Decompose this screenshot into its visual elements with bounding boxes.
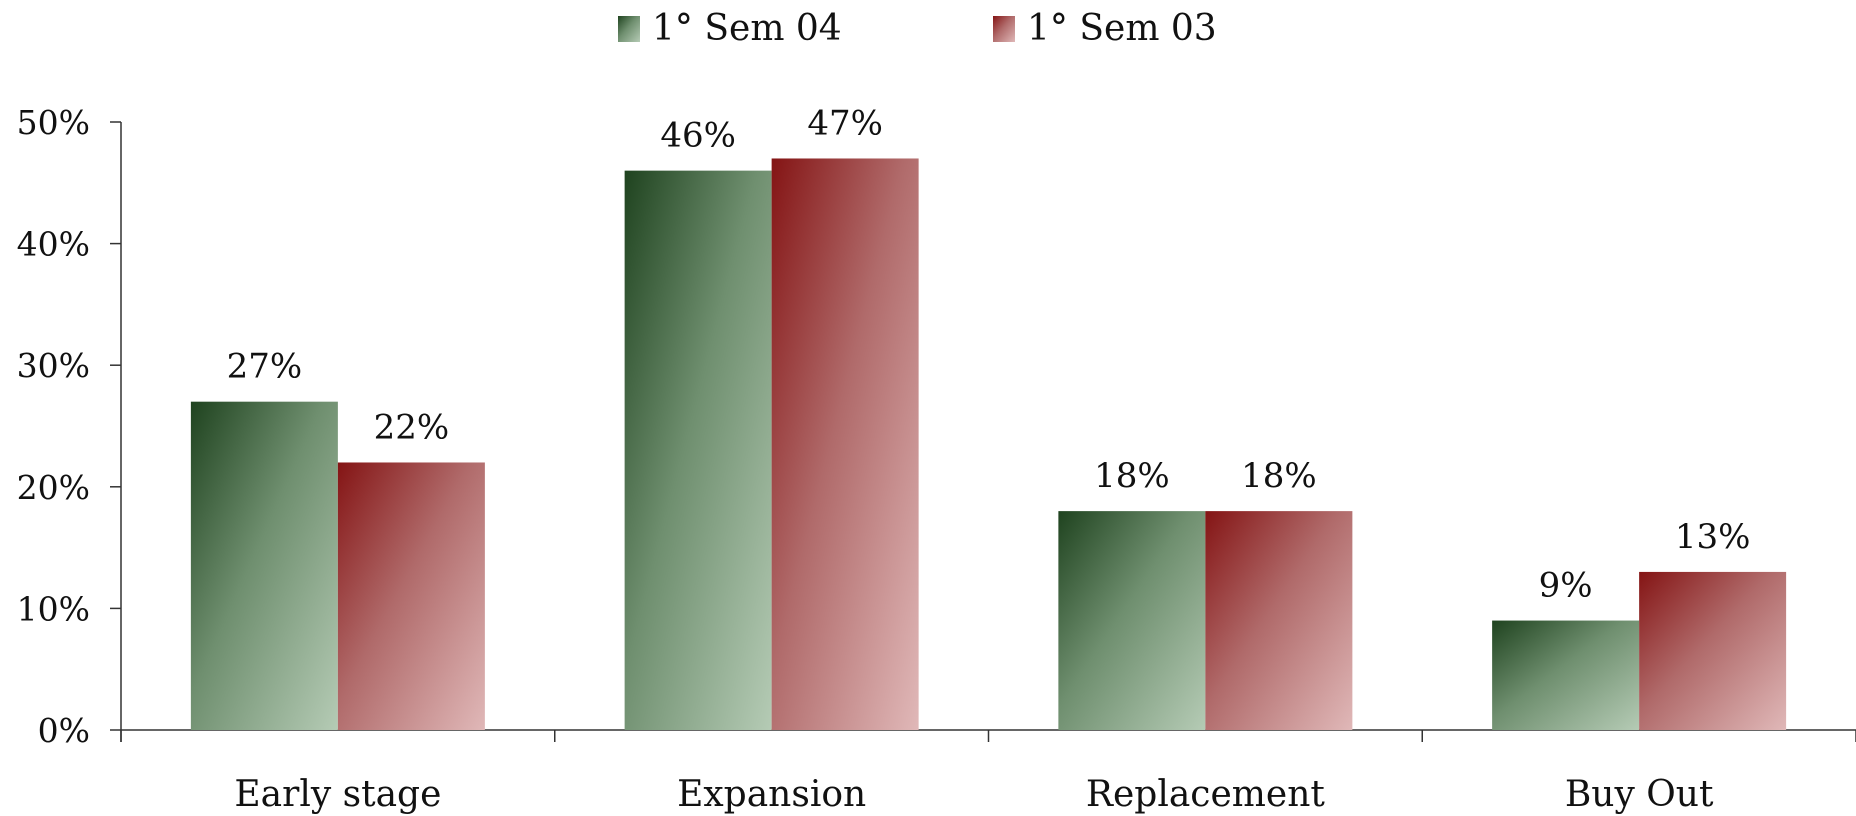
bars	[190, 158, 1787, 731]
bar-sem03	[1639, 571, 1787, 730]
legend-label: 1° Sem 03	[1027, 8, 1217, 49]
y-tick-label: 20%	[17, 468, 90, 507]
legend-label: 1° Sem 04	[652, 8, 842, 49]
y-axis: 0% 10% 20% 30% 40% 50%	[17, 103, 122, 750]
data-label: 46%	[660, 116, 736, 156]
data-labels: 27% 22% 46% 47% 18% 18% 9% 13%	[227, 103, 1751, 605]
y-tick-label: 30%	[17, 346, 90, 385]
legend-swatch	[993, 16, 1015, 42]
y-tick-label: 10%	[17, 589, 90, 628]
bar-sem04	[624, 170, 772, 730]
bar-sem04	[190, 401, 338, 730]
legend-swatch	[618, 16, 640, 42]
data-label: 13%	[1675, 517, 1751, 557]
y-tick-label: 50%	[17, 103, 90, 142]
legend: 1° Sem 04 1° Sem 03	[618, 8, 1217, 49]
x-category-label: Replacement	[1086, 774, 1326, 815]
bar-sem04	[1058, 511, 1206, 730]
x-axis: Early stage Expansion Replacement Buy Out	[120, 729, 1856, 815]
bar-sem04	[1492, 620, 1640, 730]
x-category-label: Buy Out	[1565, 774, 1714, 815]
data-label: 18%	[1094, 456, 1170, 496]
bar-sem03	[1205, 511, 1353, 730]
data-label: 18%	[1241, 456, 1317, 496]
data-label: 9%	[1539, 566, 1593, 606]
x-category-label: Early stage	[234, 774, 441, 815]
data-label: 47%	[807, 103, 883, 143]
y-tick-label: 0%	[38, 711, 90, 750]
bar-sem03	[337, 462, 485, 730]
x-category-label: Expansion	[677, 774, 866, 815]
y-tick-label: 40%	[17, 225, 90, 264]
data-label: 22%	[374, 407, 450, 447]
data-label: 27%	[227, 347, 303, 387]
bar-sem03	[771, 158, 919, 731]
